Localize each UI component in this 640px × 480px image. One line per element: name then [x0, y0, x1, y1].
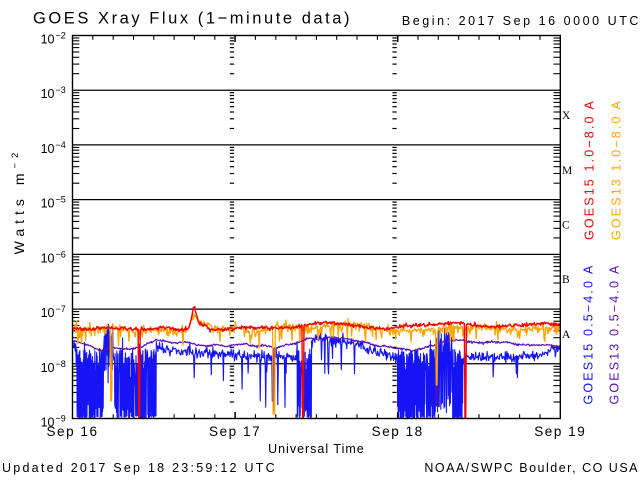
svg-text:Watts m−2: Watts m−2	[10, 148, 27, 255]
svg-text:10: 10	[41, 361, 55, 375]
svg-text:NOAA/SWPC Boulder, CO USA: NOAA/SWPC Boulder, CO USA	[424, 461, 639, 475]
svg-text:Updated 2017 Sep 18 23:59:12 U: Updated 2017 Sep 18 23:59:12 UTC	[2, 461, 277, 475]
svg-text:−3: −3	[56, 85, 66, 95]
svg-text:10: 10	[41, 33, 55, 47]
svg-text:C: C	[562, 220, 570, 232]
svg-text:10: 10	[41, 416, 55, 430]
svg-text:−5: −5	[56, 195, 66, 205]
svg-text:A: A	[562, 329, 571, 341]
svg-text:−8: −8	[56, 359, 66, 369]
svg-text:GOES13 0.5−4.0 A: GOES13 0.5−4.0 A	[608, 263, 622, 404]
svg-text:Universal Time: Universal Time	[268, 442, 365, 456]
svg-text:10: 10	[41, 251, 55, 265]
svg-text:GOES Xray Flux (1−minute data): GOES Xray Flux (1−minute data)	[33, 10, 352, 28]
svg-text:10: 10	[41, 142, 55, 156]
svg-text:−2: −2	[56, 31, 66, 41]
svg-text:10: 10	[41, 306, 55, 320]
svg-text:10: 10	[41, 197, 55, 211]
svg-text:GOES15 0.5−4.0 A: GOES15 0.5−4.0 A	[582, 263, 596, 404]
svg-text:Sep 18: Sep 18	[372, 424, 424, 439]
svg-text:B: B	[562, 274, 570, 286]
svg-text:GOES13 1.0−8.0 A: GOES13 1.0−8.0 A	[610, 99, 624, 240]
svg-text:10: 10	[41, 87, 55, 101]
svg-text:X: X	[562, 110, 571, 122]
svg-text:−6: −6	[56, 249, 66, 259]
svg-text:GOES15 1.0−8.0 A: GOES15 1.0−8.0 A	[583, 99, 597, 240]
svg-text:Sep 19: Sep 19	[534, 424, 586, 439]
svg-text:−4: −4	[56, 140, 66, 150]
svg-text:−9: −9	[56, 414, 66, 424]
svg-text:Sep 16: Sep 16	[46, 424, 98, 439]
svg-text:M: M	[562, 165, 572, 177]
svg-text:Begin: 2017 Sep 16 0000 UTC: Begin: 2017 Sep 16 0000 UTC	[402, 14, 640, 28]
svg-text:−7: −7	[56, 304, 66, 314]
svg-text:Sep 17: Sep 17	[209, 424, 261, 439]
